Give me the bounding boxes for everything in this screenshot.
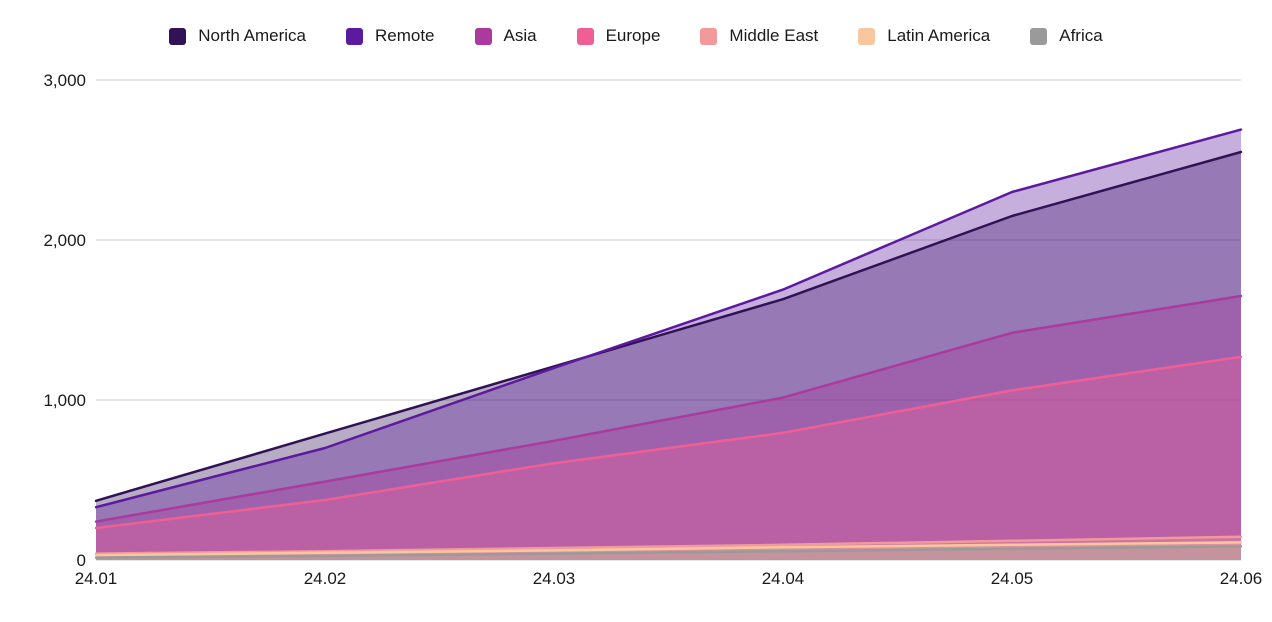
legend-swatch-icon xyxy=(858,27,876,45)
series-line-north-america xyxy=(94,150,1243,503)
series-line-remote xyxy=(94,128,1243,509)
area-fill-asia xyxy=(96,296,1241,560)
y-axis-tick-label: 3,000 xyxy=(43,71,86,90)
legend-swatch-icon xyxy=(700,27,718,45)
legend-swatch-icon xyxy=(169,27,187,45)
x-axis-tick-label: 24.05 xyxy=(991,569,1034,588)
legend-label: Remote xyxy=(374,26,435,45)
legend-swatch-icon xyxy=(345,27,363,45)
series-line-middle-east xyxy=(94,535,1243,555)
y-axis-tick-label: 2,000 xyxy=(43,231,86,250)
legend-label: Europe xyxy=(605,26,661,45)
legend-item-latin-america[interactable]: Latin America xyxy=(858,26,990,46)
x-axis-tick-label: 24.02 xyxy=(304,569,347,588)
legend-label: Asia xyxy=(503,26,537,45)
legend-swatch-icon xyxy=(1030,27,1048,45)
x-axis-tick-label: 24.04 xyxy=(762,569,805,588)
series-line-europe xyxy=(94,355,1243,530)
legend-item-middle-east[interactable]: Middle East xyxy=(700,26,818,46)
area-fill-north-america xyxy=(96,152,1241,560)
legend-item-europe[interactable]: Europe xyxy=(576,26,661,46)
legend-item-north-america[interactable]: North America xyxy=(169,26,306,46)
y-axis-tick-label: 1,000 xyxy=(43,391,86,410)
legend-swatch-icon xyxy=(474,27,492,45)
legend-swatch-icon xyxy=(576,27,594,45)
legend-item-africa[interactable]: Africa xyxy=(1030,26,1103,46)
legend-item-remote[interactable]: Remote xyxy=(345,26,435,46)
area-fill-europe xyxy=(96,356,1241,560)
legend-label: Middle East xyxy=(729,26,819,45)
chart-legend: North America Remote Asia Europe Middle East… xyxy=(0,26,1272,46)
x-axis-tick-label: 24.06 xyxy=(1220,569,1263,588)
x-axis-tick-label: 24.01 xyxy=(75,569,118,588)
legend-label: North America xyxy=(198,26,306,45)
y-axis-tick-label: 0 xyxy=(77,551,86,570)
x-axis-tick-label: 24.03 xyxy=(533,569,576,588)
series-line-latin-america xyxy=(94,541,1243,557)
legend-item-asia[interactable]: Asia xyxy=(474,26,537,46)
legend-label: Africa xyxy=(1059,26,1103,45)
series-line-asia xyxy=(94,294,1243,523)
series-line-africa xyxy=(94,545,1243,559)
legend-label: Latin America xyxy=(887,26,991,45)
